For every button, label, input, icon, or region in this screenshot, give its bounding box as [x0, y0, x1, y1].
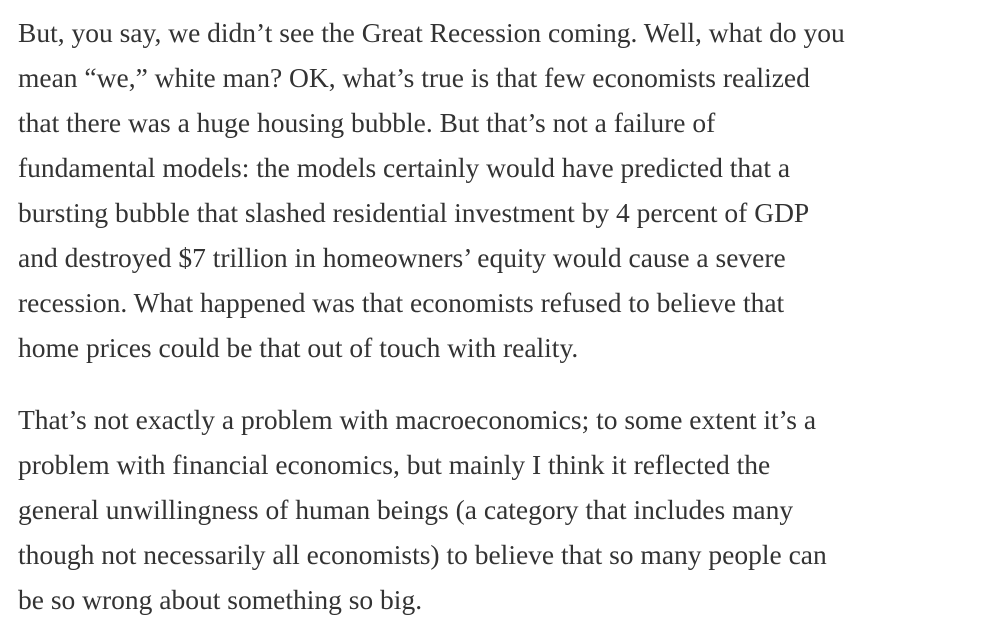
text-line: though not necessarily all economists) t…	[18, 539, 827, 570]
text-line: But, you say, we didn’t see the Great Re…	[18, 17, 845, 48]
text-line: that there was a huge housing bubble. Bu…	[18, 107, 716, 138]
text-line: bursting bubble that slashed residential…	[18, 197, 810, 228]
text-line: general unwillingness of human beings (a…	[18, 494, 794, 525]
text-line: and destroyed $7 trillion in homeowners’…	[18, 242, 786, 273]
text-line: fundamental models: the models certainly…	[18, 152, 791, 183]
paragraph: But, you say, we didn’t see the Great Re…	[18, 10, 845, 370]
text-line: recession. What happened was that econom…	[18, 287, 785, 318]
text-line: That’s not exactly a problem with macroe…	[18, 404, 817, 435]
paragraph: That’s not exactly a problem with macroe…	[18, 397, 827, 622]
text-line: mean “we,” white man? OK, what’s true is…	[18, 62, 810, 93]
text-line: problem with financial economics, but ma…	[18, 449, 771, 480]
text-line: home prices could be that out of touch w…	[18, 332, 579, 363]
text-line: be so wrong about something so big.	[18, 584, 423, 615]
